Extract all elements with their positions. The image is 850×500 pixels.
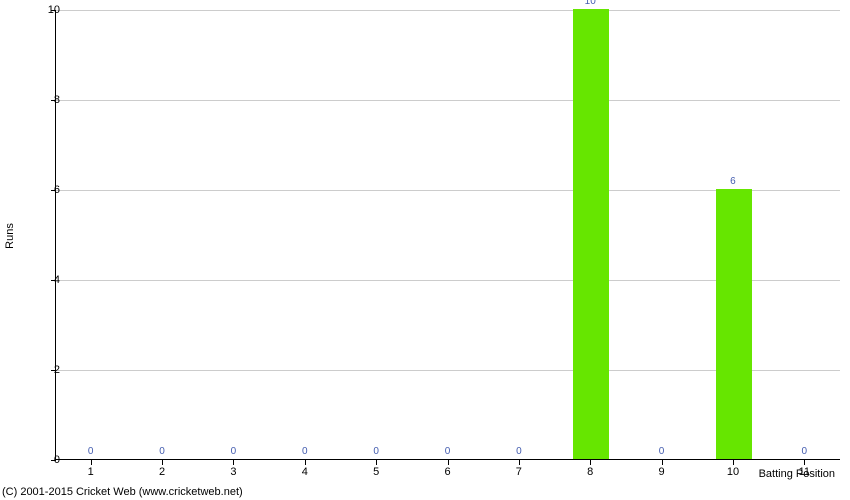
bar — [716, 189, 752, 459]
bar-value-label: 0 — [516, 446, 522, 457]
x-tick-mark — [448, 460, 449, 465]
x-tick-mark — [733, 460, 734, 465]
x-tick-label: 7 — [516, 466, 522, 478]
x-tick-label: 4 — [302, 466, 308, 478]
x-tick-mark — [376, 460, 377, 465]
x-tick-label: 2 — [159, 466, 165, 478]
bar — [573, 9, 609, 459]
x-axis-label: Batting Position — [759, 468, 835, 480]
gridline — [56, 10, 840, 11]
y-axis-label: Runs — [4, 223, 16, 249]
bar-value-label: 6 — [730, 176, 736, 187]
copyright-text: (C) 2001-2015 Cricket Web (www.cricketwe… — [2, 486, 243, 498]
bar-value-label: 0 — [88, 446, 94, 457]
bar-value-label: 0 — [373, 446, 379, 457]
bar-value-label: 0 — [802, 446, 808, 457]
gridline — [56, 100, 840, 101]
x-tick-label: 3 — [230, 466, 236, 478]
x-tick-mark — [233, 460, 234, 465]
x-tick-label: 1 — [88, 466, 94, 478]
x-tick-label: 10 — [727, 466, 739, 478]
bar-value-label: 0 — [302, 446, 308, 457]
bar-value-label: 0 — [231, 446, 237, 457]
x-tick-mark — [662, 460, 663, 465]
bar-value-label: 0 — [659, 446, 665, 457]
bar-value-label: 10 — [585, 0, 596, 7]
chart-container — [55, 10, 840, 460]
x-tick-mark — [590, 460, 591, 465]
x-tick-mark — [519, 460, 520, 465]
bar-value-label: 0 — [159, 446, 165, 457]
x-tick-mark — [91, 460, 92, 465]
x-tick-label: 8 — [587, 466, 593, 478]
x-tick-label: 6 — [444, 466, 450, 478]
y-tick-label: 8 — [30, 94, 60, 106]
x-tick-mark — [305, 460, 306, 465]
bar-value-label: 0 — [445, 446, 451, 457]
y-tick-label: 0 — [30, 454, 60, 466]
y-tick-label: 2 — [30, 364, 60, 376]
y-tick-label: 10 — [30, 4, 60, 16]
x-tick-mark — [162, 460, 163, 465]
y-tick-label: 4 — [30, 274, 60, 286]
x-tick-label: 9 — [659, 466, 665, 478]
x-tick-mark — [804, 460, 805, 465]
y-tick-label: 6 — [30, 184, 60, 196]
x-tick-label: 5 — [373, 466, 379, 478]
plot-area — [55, 10, 840, 460]
